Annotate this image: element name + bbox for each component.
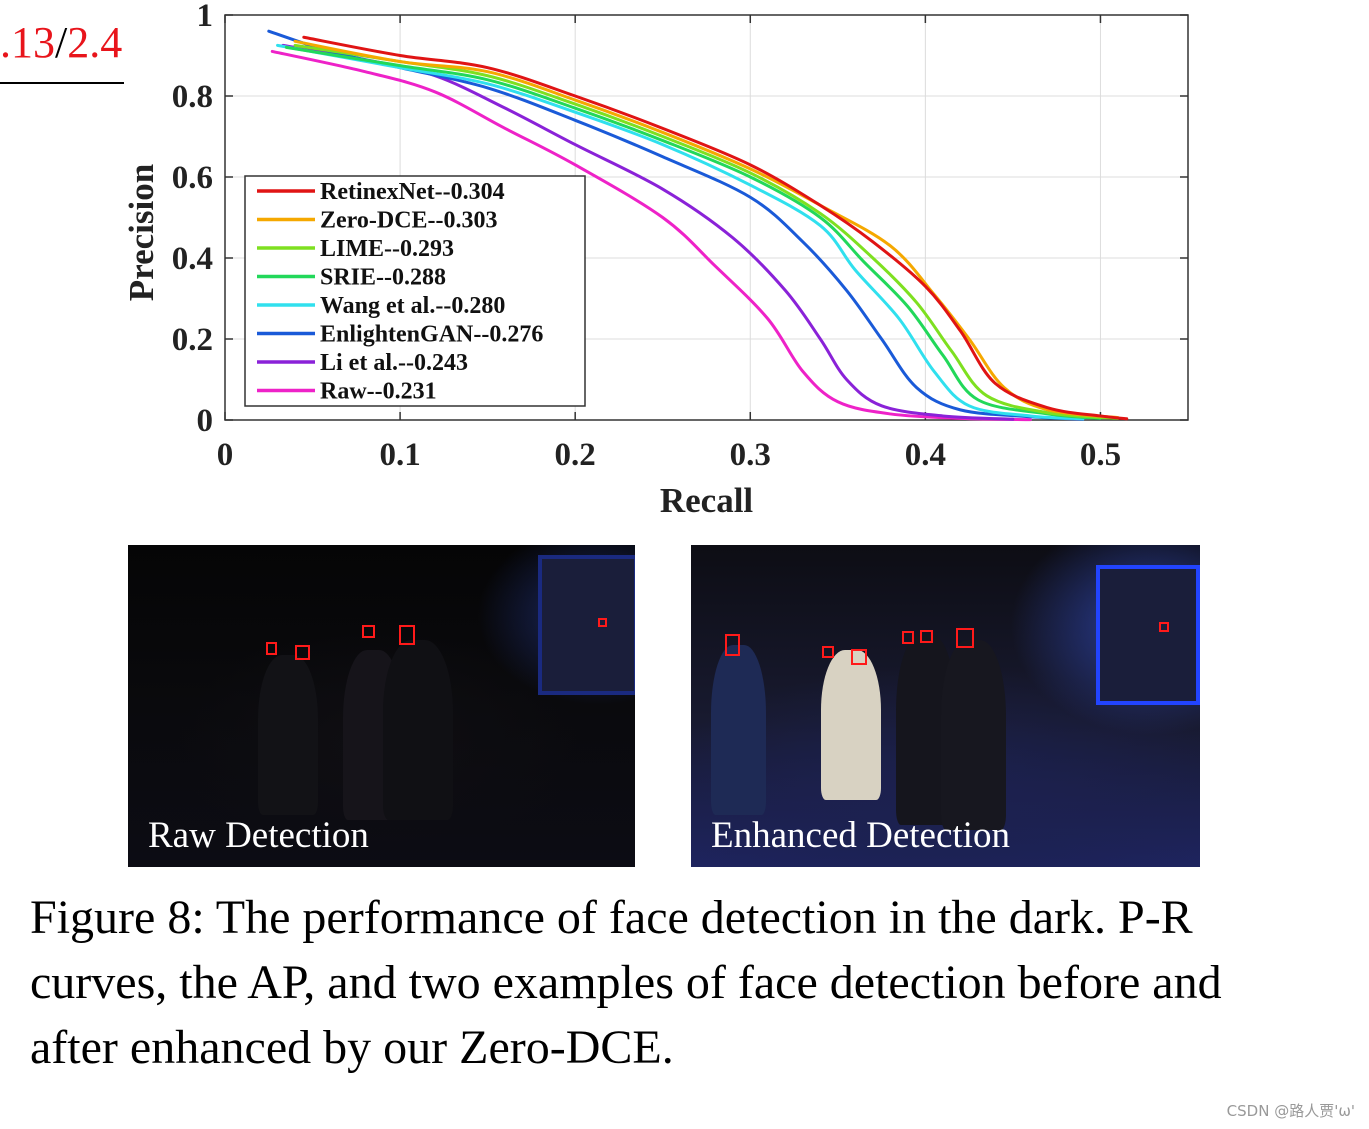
- face-detection-box: [399, 625, 415, 645]
- x-tick-label: 0.1: [379, 437, 420, 473]
- x-tick-label: 0.3: [730, 437, 771, 473]
- shop-window: [1096, 565, 1200, 705]
- person-silhouette: [821, 650, 881, 800]
- legend-entry: SRIE--0.288: [320, 265, 446, 291]
- face-detection-box: [598, 618, 607, 627]
- person-silhouette: [711, 645, 766, 815]
- x-tick-label: 0: [217, 437, 234, 473]
- face-detection-box: [920, 630, 933, 643]
- fragment-slash: /: [55, 18, 68, 67]
- enhanced-detection-label: Enhanced Detection: [711, 815, 1010, 856]
- person-silhouette: [258, 655, 318, 815]
- figure-caption: Figure 8: The performance of face detect…: [30, 891, 1222, 1074]
- axis-ticks: 0 0.1 0.2 0.3 0.4 0.5 0 0.2 0.4 0.6 0.8 1: [172, 0, 1188, 473]
- person-silhouette: [941, 640, 1006, 830]
- y-tick-label: 0.2: [172, 322, 213, 358]
- series-lines: [267, 29, 1129, 422]
- face-detection-box: [956, 628, 974, 648]
- enhanced-detection-photo: Enhanced Detection: [691, 545, 1200, 867]
- series-line: [270, 49, 1032, 422]
- raw-detection-photo: Raw Detection: [128, 545, 635, 867]
- raw-detection-label: Raw Detection: [148, 815, 369, 856]
- x-axis-title: Recall: [660, 481, 754, 520]
- x-tick-label: 0.5: [1080, 437, 1121, 473]
- legend-entry: Wang et al.--0.280: [320, 293, 505, 319]
- chart-legend: RetinexNet--0.304 Zero-DCE--0.303LIME--0.…: [244, 175, 586, 407]
- legend-entry: LIME--0.293: [320, 236, 454, 262]
- legend-entry: Raw--0.231: [320, 379, 437, 405]
- face-detection-box: [851, 649, 867, 665]
- series-line: [284, 45, 1102, 420]
- watermark: CSDN @路人贾'ω': [1226, 1102, 1355, 1120]
- face-detection-box: [295, 645, 310, 660]
- face-detection-box: [1159, 622, 1169, 632]
- legend-entry: Zero-DCE--0.303: [320, 208, 498, 234]
- legend-box: [244, 175, 586, 407]
- y-tick-label: 1: [197, 0, 214, 34]
- series-line: [302, 35, 1129, 421]
- x-tick-label: 0.2: [555, 437, 596, 473]
- fragment-red-text-2: 2.4: [67, 18, 123, 67]
- fragment-red-text: .13: [0, 18, 55, 67]
- legend-entry: Li et al.--0.243: [320, 350, 468, 376]
- face-detection-box: [822, 646, 834, 658]
- legend-entry: EnlightenGAN--0.276: [320, 322, 543, 348]
- y-tick-label: 0.4: [172, 241, 213, 277]
- legend-entry: RetinexNet--0.304: [320, 179, 505, 205]
- face-detection-box: [902, 631, 914, 644]
- y-tick-label: 0.6: [172, 160, 213, 196]
- face-detection-box: [362, 625, 375, 638]
- y-tick-label: 0.8: [172, 79, 213, 115]
- face-detection-box: [725, 634, 740, 656]
- x-tick-label: 0.4: [905, 437, 946, 473]
- plot-frame: [224, 14, 1189, 421]
- pr-curve-chart: 0 0.1 0.2 0.3 0.4 0.5 0 0.2 0.4 0.6 0.8 1 Recall Pr…: [122, 0, 1189, 520]
- series-line: [276, 43, 1085, 421]
- series-line: [293, 43, 1120, 420]
- shop-window: [538, 555, 635, 695]
- cropped-text-fragment: .13/2.4: [0, 18, 124, 84]
- y-tick-label: 0: [197, 403, 214, 439]
- y-axis-title: Precision: [122, 164, 161, 301]
- face-detection-box: [266, 642, 277, 655]
- person-silhouette: [383, 640, 453, 820]
